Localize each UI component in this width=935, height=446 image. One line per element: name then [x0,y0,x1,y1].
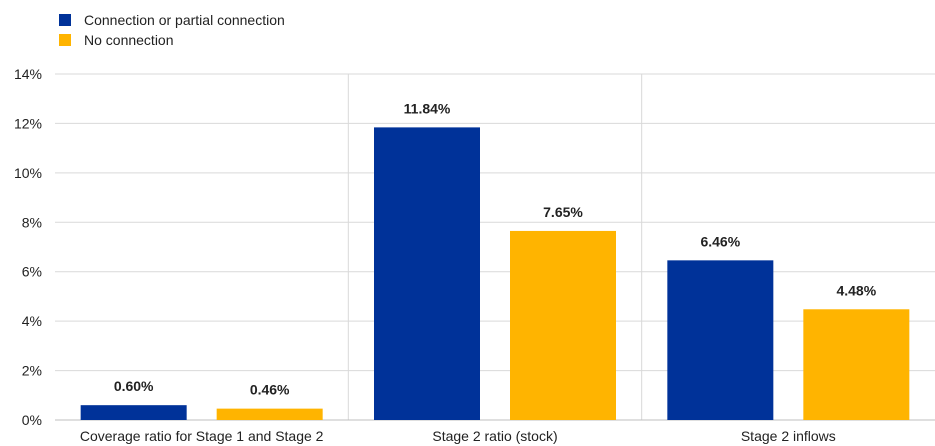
legend-label-0: Connection or partial connection [84,12,285,28]
data-label-1-1: 7.65% [543,204,583,220]
legend-swatch-1 [59,34,71,46]
bar-0-1 [216,408,323,420]
bar-2-1 [803,309,910,420]
y-tick-label: 14% [14,66,42,82]
data-label-2-0: 6.46% [700,233,740,249]
bar-0-0 [80,405,187,420]
y-tick-label: 6% [22,264,42,280]
legend-swatch-0 [59,14,71,26]
y-tick-label: 0% [22,412,42,428]
category-label-1: Stage 2 ratio (stock) [432,428,557,444]
bar-1-0 [374,127,480,420]
y-tick-label: 4% [22,313,42,329]
data-label-0-0: 0.60% [114,378,154,394]
data-label-1-0: 11.84% [404,100,451,116]
category-label-0: Coverage ratio for Stage 1 and Stage 2 [80,428,324,444]
bar-2-0 [667,260,774,420]
bar-1-1 [510,230,616,420]
data-label-2-1: 4.48% [836,282,876,298]
y-tick-label: 2% [22,363,42,379]
y-tick-label: 10% [14,165,42,181]
y-tick-label: 12% [14,115,42,131]
legend-label-1: No connection [84,32,174,48]
y-tick-label: 8% [22,214,42,230]
data-label-0-1: 0.46% [250,382,290,398]
category-label-2: Stage 2 inflows [741,428,836,444]
